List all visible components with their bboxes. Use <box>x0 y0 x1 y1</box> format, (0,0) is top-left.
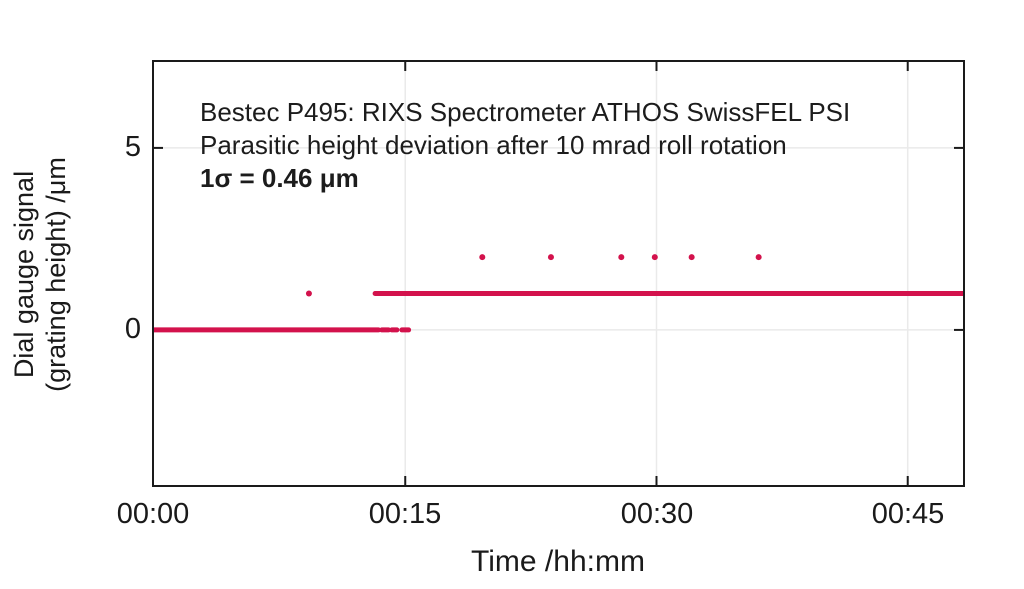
y-axis-label-line1: Dial gauge signal <box>9 170 39 379</box>
chart-svg <box>154 62 963 485</box>
y-axis-label-line2: (grating height) /μm <box>41 157 71 392</box>
annotation-line2: Parasitic height deviation after 10 mrad… <box>200 130 787 160</box>
x-tick-label-0030: 00:30 <box>620 498 694 530</box>
data-point <box>755 254 762 261</box>
x-tick-label-0045: 00:45 <box>871 498 945 530</box>
y-tick-label-5: 5 <box>124 131 141 163</box>
x-tick-label-0000: 00:00 <box>116 498 190 530</box>
y-tick-label-0: 0 <box>124 313 141 345</box>
data-point <box>305 290 312 297</box>
x-tick-label-0015: 00:15 <box>368 498 442 530</box>
plot-area <box>152 60 965 487</box>
data-point <box>547 254 554 261</box>
annotation-block: Bestec P495: RIXS Spectrometer ATHOS Swi… <box>200 96 850 195</box>
annotation-sigma: 1σ = 0.46 μm <box>200 163 359 193</box>
data-point <box>479 254 486 261</box>
data-point <box>651 254 658 261</box>
x-axis-title: Time /hh:mm <box>471 545 645 578</box>
data-point <box>618 254 625 261</box>
annotation-line1: Bestec P495: RIXS Spectrometer ATHOS Swi… <box>200 97 851 127</box>
y-axis-label: Dial gauge signal (grating height) /μm <box>8 62 72 487</box>
data-point <box>688 254 695 261</box>
